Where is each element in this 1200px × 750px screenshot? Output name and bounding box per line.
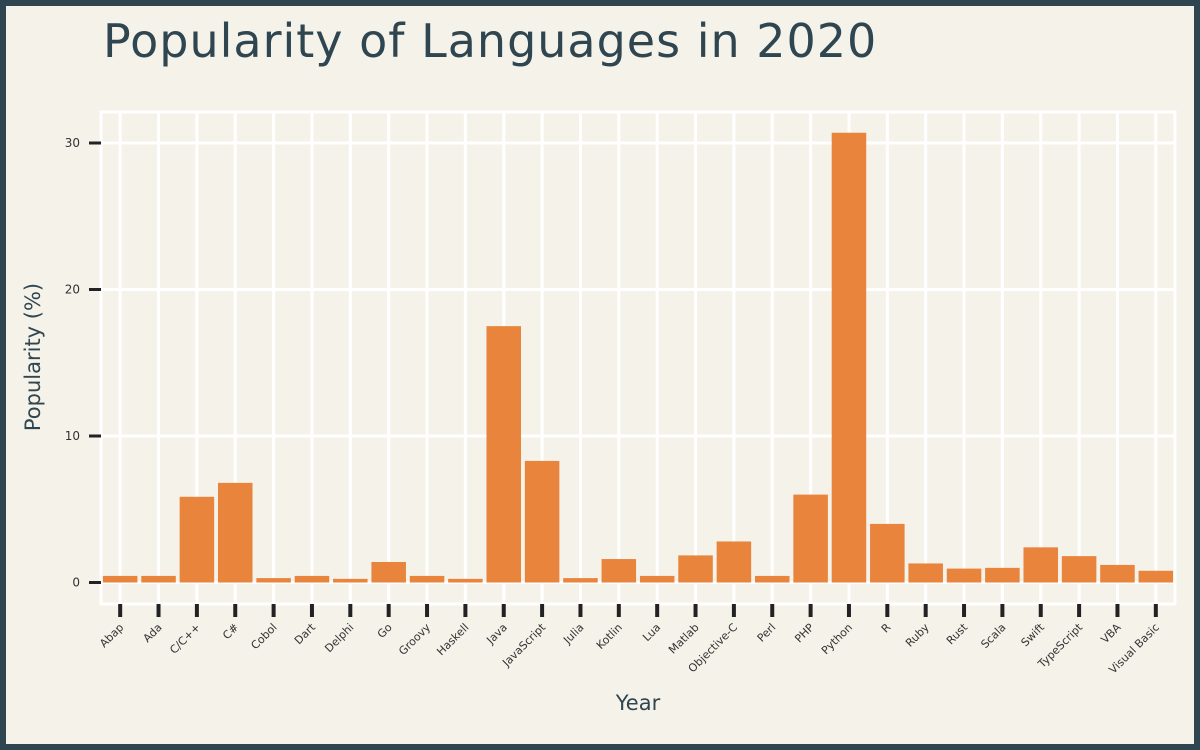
bar [793,494,828,583]
x-tick-label: C# [220,621,241,642]
x-tick-label: Haskell [434,621,471,658]
bar [601,559,637,583]
bar [639,575,675,583]
chart-frame [6,6,1194,744]
bar [371,561,406,583]
chart-title: Popularity of Languages in 2020 [103,14,877,68]
bar [908,563,943,583]
bar [294,575,330,583]
bar [333,578,368,583]
x-tick-label: C/C++ [167,621,203,657]
y-axis-label: Popularity (%) [21,283,45,431]
y-tick-label: 10 [65,429,80,443]
bar [102,575,138,583]
x-tick-label: Python [819,621,855,657]
bar [217,482,253,583]
x-tick-label: Dart [292,620,319,647]
bar [256,578,291,583]
y-tick-label: 0 [72,576,80,590]
y-tick-label: 20 [65,283,80,297]
bar [870,523,905,583]
x-tick-label: Matlab [666,621,702,657]
bar [1138,570,1174,583]
x-tick-label: Delphi [322,621,356,655]
bar [678,555,713,583]
x-tick-label: Ruby [903,621,932,650]
x-tick-label: Groovy [396,621,433,658]
x-tick-label: Go [375,621,395,641]
x-tick-label: Kotlin [594,621,625,652]
x-tick-label: Abap [97,621,126,650]
x-tick-label: Rust [944,620,971,647]
x-tick-label: Scala [978,621,1008,651]
bar [141,575,176,583]
bar [754,575,790,583]
bar [831,132,867,583]
bar [985,567,1020,583]
x-tick-label: VBA [1098,621,1124,647]
bar [716,541,752,583]
x-tick-label: Julia [560,621,586,647]
x-tick-label: Ada [141,621,165,645]
bar [524,460,560,583]
bar [1023,547,1059,583]
x-tick-label: Cobol [248,621,279,652]
bar [563,578,598,583]
x-tick-label: R [879,621,894,636]
bar [1100,564,1135,583]
bar [1061,556,1097,583]
bar [448,578,483,583]
x-tick-label: Swift [1019,620,1048,649]
y-tick-label: 30 [65,136,80,150]
grid-lines [99,110,1177,606]
x-tick-label: Java [484,621,510,647]
x-tick-label: Lua [640,621,663,644]
x-tick-label: Perl [755,621,779,645]
x-tick-label: PHP [792,621,817,646]
x-axis-label: Year [615,691,661,715]
x-axis-ticks: Abap Ada C/C++ C# Cobol Dart Delphi Go Groovy Has… [97,604,1162,676]
bar [946,568,982,583]
bar [179,496,215,583]
bar [409,575,445,583]
plot-border [99,110,1177,606]
bars [102,132,1174,583]
bar [486,326,522,583]
y-axis-ticks: 0 10 20 30 [65,136,101,590]
